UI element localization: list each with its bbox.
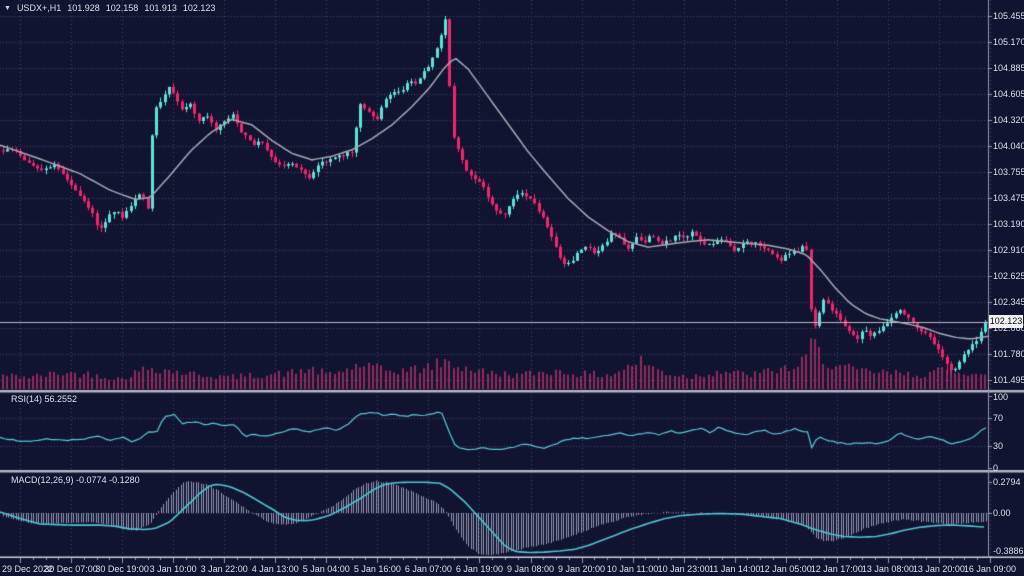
macd-axis-label: -0.3886	[993, 546, 1024, 556]
rsi-axis-label: 70	[993, 413, 1004, 423]
low-value: 101.913	[144, 3, 177, 13]
time-axis-label: 30 Dec 07:00	[44, 564, 98, 574]
current-price-tag: 102.123	[989, 315, 1023, 328]
price-axis-label: 104.885	[993, 63, 1024, 73]
open-value: 101.928	[67, 3, 100, 13]
time-axis-label: 30 Dec 19:00	[95, 564, 149, 574]
time-axis-label: 3 Jan 22:00	[200, 564, 248, 574]
time-axis-label: 6 Jan 19:00	[455, 564, 503, 574]
time-axis-label: 9 Jan 20:00	[558, 564, 606, 574]
price-axis-label: 102.345	[993, 297, 1024, 307]
price-axis-label: 103.475	[993, 193, 1024, 203]
time-axis-label: 11 Jan 14:00	[708, 564, 761, 574]
time-axis-label: 3 Jan 10:00	[149, 564, 197, 574]
price-axis-label: 101.495	[993, 375, 1024, 385]
macd-title: MACD(12,26,9)	[11, 475, 74, 485]
rsi-title: RSI(14)	[11, 394, 43, 404]
rsi-axis-label: 30	[993, 441, 1004, 451]
macd-indicator-label: MACD(12,26,9) -0.0774 -0.1280	[11, 475, 140, 486]
time-axis-label: 12 Jan 05:00	[759, 564, 812, 574]
high-value: 102.158	[105, 3, 139, 13]
time-axis-label: 10 Jan 11:00	[606, 564, 659, 574]
symbol-period-label: USDX+,H1	[16, 3, 62, 13]
time-axis-label: 29 Dec 2022	[2, 564, 54, 574]
time-axis-label: 5 Jan 04:00	[302, 564, 350, 574]
price-axis-label: 104.040	[993, 141, 1024, 151]
rsi-axis-label: 100	[993, 392, 1009, 402]
chart-title-bar: ▼ USDX+,H1 101.928 102.158 101.913 102.1…	[4, 3, 215, 14]
price-axis-label: 102.060	[993, 323, 1024, 333]
price-axis-label: 101.780	[993, 349, 1024, 359]
time-axis-label: 9 Jan 08:00	[506, 564, 555, 574]
time-axis-label: 5 Jan 16:00	[353, 564, 401, 574]
close-value: 102.123	[182, 3, 216, 13]
time-axis-label: 13 Jan 08:00	[861, 564, 914, 574]
price-axis-label: 105.170	[993, 37, 1024, 47]
macd-axis-label: 0.2794	[993, 477, 1021, 487]
price-axis-label: 102.910	[993, 245, 1024, 255]
price-axis-label: 105.455	[993, 11, 1024, 21]
price-axis-label: 104.605	[993, 89, 1024, 99]
macd-main-value: -0.0774	[76, 475, 107, 485]
time-axis-label: 16 Jan 09:00	[963, 564, 1016, 574]
time-axis-label: 13 Jan 20:00	[912, 564, 965, 574]
time-axis-label: 4 Jan 13:00	[251, 564, 299, 574]
rsi-indicator-label: RSI(14) 56.2552	[11, 394, 77, 405]
macd-axis-label: 0.00	[993, 508, 1011, 518]
rsi-axis-label: 0	[993, 463, 999, 473]
price-axis-label: 103.190	[993, 219, 1024, 229]
price-axis-label: 104.320	[993, 115, 1024, 125]
time-axis-label: 6 Jan 07:00	[404, 564, 452, 574]
macd-signal-value: -0.1280	[109, 475, 140, 485]
time-axis-label: 12 Jan 17:00	[810, 564, 863, 574]
collapse-arrow-icon[interactable]: ▼	[4, 5, 11, 12]
price-axis-label: 103.755	[993, 167, 1024, 177]
time-axis-label: 10 Jan 23:00	[657, 564, 710, 574]
price-axis-label: 102.625	[993, 271, 1024, 281]
rsi-value: 56.2552	[44, 394, 78, 404]
